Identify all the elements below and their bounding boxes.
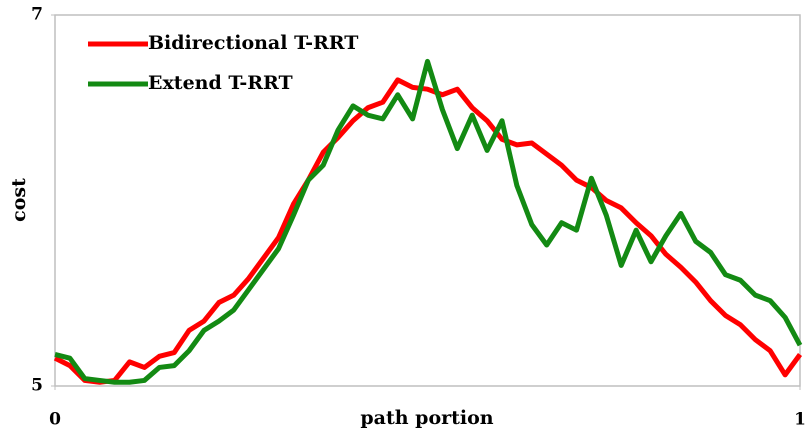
series-line — [54, 58, 803, 385]
legend-label: Extend T-RRT — [148, 72, 293, 94]
x-tick-label: 1 — [794, 410, 806, 430]
x-axis-label: path portion — [360, 407, 493, 429]
plot-area — [54, 14, 801, 387]
y-axis-label: cost — [8, 178, 30, 222]
y-tick-label: 5 — [31, 376, 43, 396]
y-tick-label: 7 — [31, 5, 43, 25]
series-line — [53, 77, 803, 385]
x-tick-label: 0 — [49, 410, 61, 430]
legend-label: Bidirectional T-RRT — [148, 32, 358, 54]
